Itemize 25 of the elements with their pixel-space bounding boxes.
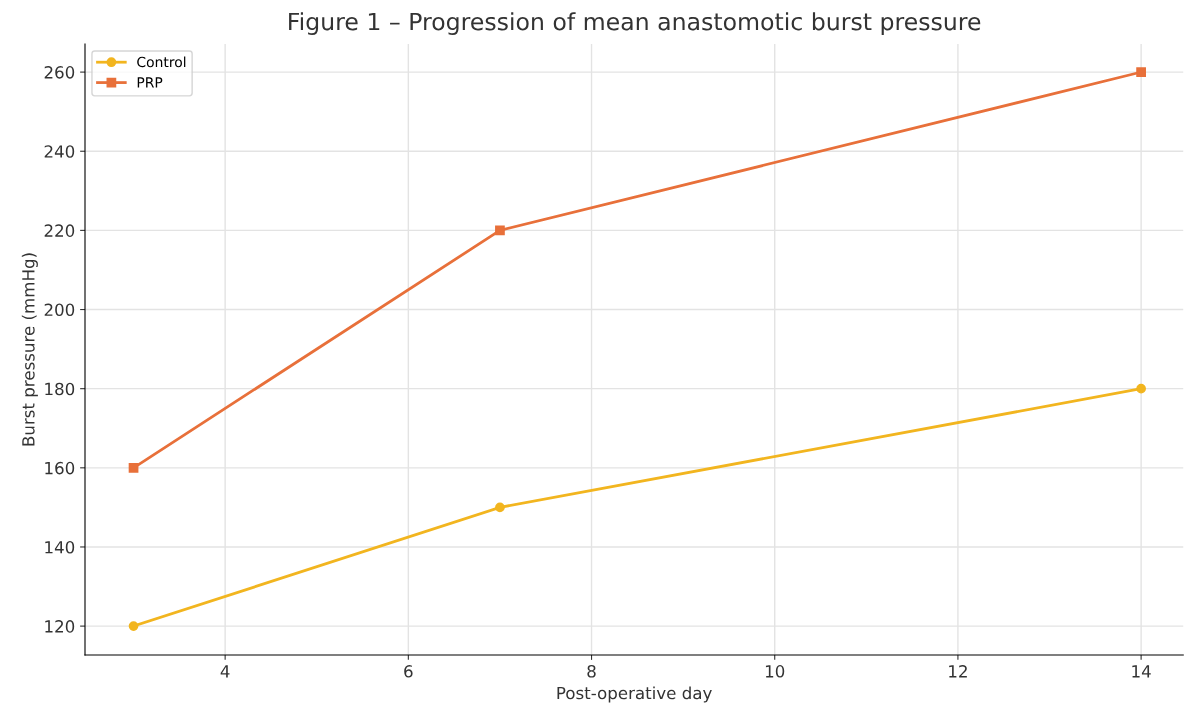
x-tick-label: 10 xyxy=(765,665,785,678)
legend-label: Control xyxy=(137,56,186,68)
y-tick-label: 260 xyxy=(44,66,75,79)
y-tick-label: 160 xyxy=(45,461,75,475)
y-tick-label: 120 xyxy=(45,620,75,633)
y-tick-label: 180 xyxy=(45,382,75,396)
y-axis-title: Burst pressure (mmHg) xyxy=(21,253,38,446)
point xyxy=(128,621,139,631)
point xyxy=(495,502,505,513)
x-tick-label: 4 xyxy=(220,665,230,678)
x-tick-label: 6 xyxy=(404,665,413,678)
point xyxy=(128,462,139,473)
point xyxy=(1136,67,1146,77)
x-axis-title: Post-operative day xyxy=(557,686,712,703)
x-tick-label: 12 xyxy=(949,665,967,678)
y-tick-label: 240 xyxy=(44,145,75,158)
y-tick-label: 200 xyxy=(44,303,75,317)
chart-title: Figure 1 – Progression of mean anastomotic burst pressure xyxy=(289,12,981,36)
y-tick-label: 140 xyxy=(45,540,75,554)
point xyxy=(495,225,505,236)
x-tick-label: 14 xyxy=(1132,665,1151,678)
x-tick-label: 8 xyxy=(587,665,596,678)
y-tick-label: 220 xyxy=(44,224,75,237)
point xyxy=(1136,383,1146,394)
legend-label: PRP xyxy=(137,77,163,88)
